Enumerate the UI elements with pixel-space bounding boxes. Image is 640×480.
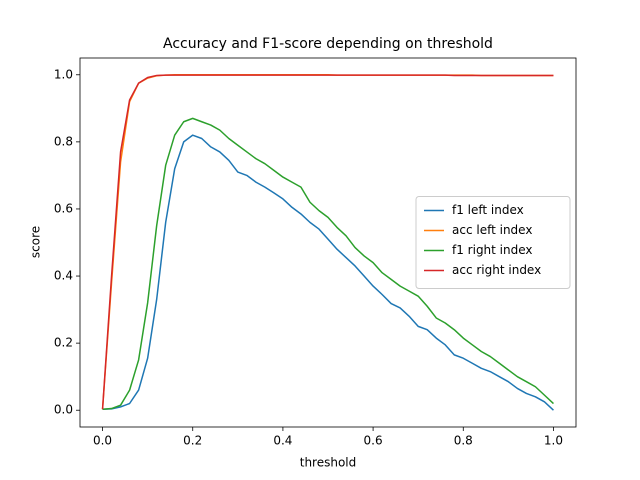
y-tick-label: 0.2 bbox=[54, 336, 73, 350]
x-tick-label: 1.0 bbox=[544, 434, 563, 448]
y-tick-label: 1.0 bbox=[54, 67, 73, 81]
x-tick-label: 0.6 bbox=[364, 434, 383, 448]
y-tick-label: 0.0 bbox=[54, 403, 73, 417]
line-series bbox=[101, 74, 554, 410]
y-tick-label: 0.4 bbox=[54, 269, 73, 283]
plot-frame bbox=[79, 57, 577, 428]
legend-box bbox=[415, 196, 571, 289]
y-tick-label: 0.8 bbox=[54, 134, 73, 148]
legend-label: f1 left index bbox=[452, 203, 524, 217]
legend-label: f1 right index bbox=[452, 243, 533, 257]
x-axis-label: threshold bbox=[300, 456, 357, 470]
x-tick-label: 0.8 bbox=[454, 434, 473, 448]
y-axis-label: score bbox=[29, 226, 43, 258]
legend-label: acc left index bbox=[452, 223, 532, 237]
x-tick-label: 0.4 bbox=[273, 434, 292, 448]
x-tick-label: 0.0 bbox=[93, 434, 112, 448]
y-tick-label: 0.6 bbox=[54, 201, 73, 215]
chart-title: Accuracy and F1-score depending on thres… bbox=[163, 36, 493, 52]
legend-label: acc right index bbox=[452, 263, 541, 277]
line-series bbox=[102, 117, 554, 410]
line-series bbox=[102, 134, 554, 411]
x-tick-label: 0.2 bbox=[183, 434, 202, 448]
